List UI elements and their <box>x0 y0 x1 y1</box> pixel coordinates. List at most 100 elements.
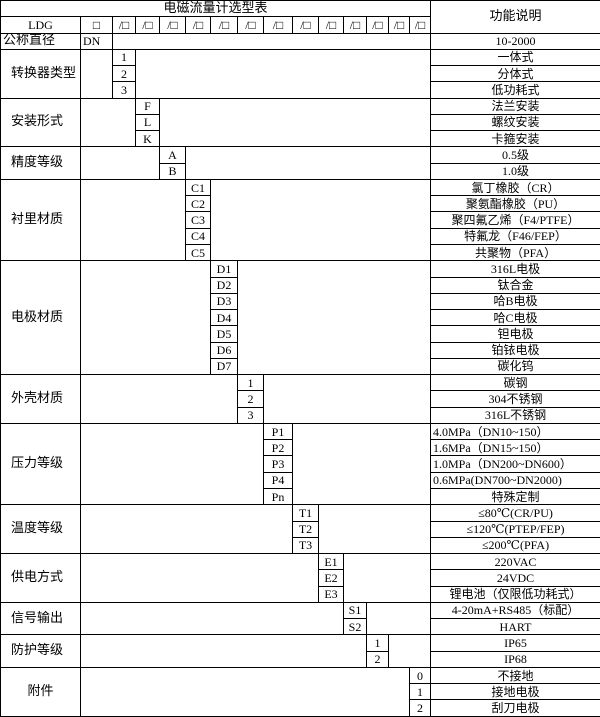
option-code: C5 <box>186 244 211 260</box>
option-code: T2 <box>293 521 319 537</box>
section-label: 压力等级 <box>1 423 81 504</box>
nominal-diameter-row: 公称直径 DN 10-2000 <box>1 33 600 49</box>
empty-cell <box>113 33 431 49</box>
option-code: 2 <box>410 700 431 716</box>
option-description: 特殊定制 <box>431 488 600 504</box>
option-code: 1 <box>367 635 389 651</box>
model-code-box: /□ <box>319 17 344 33</box>
empty-cell <box>81 98 136 147</box>
option-description: 钛合金 <box>431 277 600 293</box>
option-code: 1 <box>113 49 136 65</box>
option-code: P2 <box>264 440 293 456</box>
option-description: 铂铱电极 <box>431 342 600 358</box>
option-code: 1 <box>410 684 431 700</box>
empty-cell <box>81 635 367 668</box>
section-label: 附件 <box>1 667 81 716</box>
empty-cell <box>211 179 431 260</box>
empty-cell <box>344 554 431 603</box>
option-code: S1 <box>344 602 367 618</box>
option-description: ≤80℃(CR/PU) <box>431 505 600 521</box>
option-description: 4-20mA+RS485（标配） <box>431 602 600 618</box>
empty-cell <box>81 423 264 504</box>
model-prefix: LDG <box>1 17 81 33</box>
option-code: F <box>136 98 160 114</box>
option-description: 卡箍安装 <box>431 131 600 147</box>
model-code-box: /□ <box>389 17 410 33</box>
section-label: 防护等级 <box>1 635 81 668</box>
model-code-box: /□ <box>160 17 186 33</box>
model-code-box: /□ <box>264 17 293 33</box>
empty-cell <box>160 98 431 147</box>
option-description: ≤200℃(PFA) <box>431 537 600 553</box>
option-code: 0 <box>410 667 431 683</box>
option-description: 24VDC <box>431 570 600 586</box>
empty-cell <box>81 505 293 554</box>
empty-cell <box>293 423 431 504</box>
section-label: 转换器类型 <box>1 49 81 98</box>
option-description: 一体式 <box>431 49 600 65</box>
option-code: 2 <box>238 391 264 407</box>
option-code: D3 <box>211 293 238 309</box>
empty-cell <box>136 49 431 98</box>
option-code: E1 <box>319 554 344 570</box>
model-code-box: /□ <box>367 17 389 33</box>
option-code: C2 <box>186 196 211 212</box>
option-code: 3 <box>238 407 264 423</box>
option-description: 4.0MPa（DN10~150） <box>431 423 600 439</box>
option-code: P1 <box>264 423 293 439</box>
function-header: 功能说明 <box>431 1 600 34</box>
option-description: 220VAC <box>431 554 600 570</box>
option-description: 特氟龙（F46/FEP） <box>431 228 600 244</box>
empty-cell <box>81 261 211 375</box>
option-description: 碳钢 <box>431 375 600 391</box>
option-description: 螺纹安装 <box>431 114 600 130</box>
nominal-diameter-code: DN <box>81 33 113 49</box>
option-code: A <box>160 147 186 163</box>
empty-cell <box>389 635 431 668</box>
option-description: 聚四氟乙烯（F4/PTFE） <box>431 212 600 228</box>
option-description: 聚氨酯橡胶（PU） <box>431 196 600 212</box>
table-title: 电磁流量计选型表 <box>1 1 431 17</box>
option-code: D2 <box>211 277 238 293</box>
model-first-box: □ <box>81 17 113 33</box>
option-description: 哈B电极 <box>431 293 600 309</box>
option-description: 法兰安装 <box>431 98 600 114</box>
option-description: IP68 <box>431 651 600 667</box>
option-code: D7 <box>211 358 238 374</box>
option-code: S2 <box>344 619 367 635</box>
option-description: ≤120℃(PTEP/FEP) <box>431 521 600 537</box>
model-code-box: /□ <box>344 17 367 33</box>
option-description: 低功耗式 <box>431 82 600 98</box>
option-code: 1 <box>238 375 264 391</box>
option-code: L <box>136 114 160 130</box>
model-code-box: /□ <box>410 17 431 33</box>
option-description: 钽电极 <box>431 326 600 342</box>
option-code: 3 <box>113 82 136 98</box>
option-description: 氯丁橡胶（CR） <box>431 179 600 195</box>
option-code: T1 <box>293 505 319 521</box>
option-description: 316L不锈钢 <box>431 407 600 423</box>
option-description: 1.6MPa（DN15~150） <box>431 440 600 456</box>
empty-cell <box>367 602 431 635</box>
empty-cell <box>81 179 186 260</box>
option-code: Pn <box>264 488 293 504</box>
option-code: P3 <box>264 456 293 472</box>
empty-cell <box>81 554 319 603</box>
section-label: 精度等级 <box>1 147 81 180</box>
model-code-box: /□ <box>211 17 238 33</box>
option-description: 分体式 <box>431 66 600 82</box>
empty-cell <box>319 505 431 554</box>
nominal-diameter-label: 公称直径 <box>1 33 81 49</box>
empty-cell <box>186 147 431 180</box>
option-description: 1.0MPa（DN200~DN600） <box>431 456 600 472</box>
section-label: 电极材质 <box>1 261 81 375</box>
option-description: 0.5级 <box>431 147 600 163</box>
